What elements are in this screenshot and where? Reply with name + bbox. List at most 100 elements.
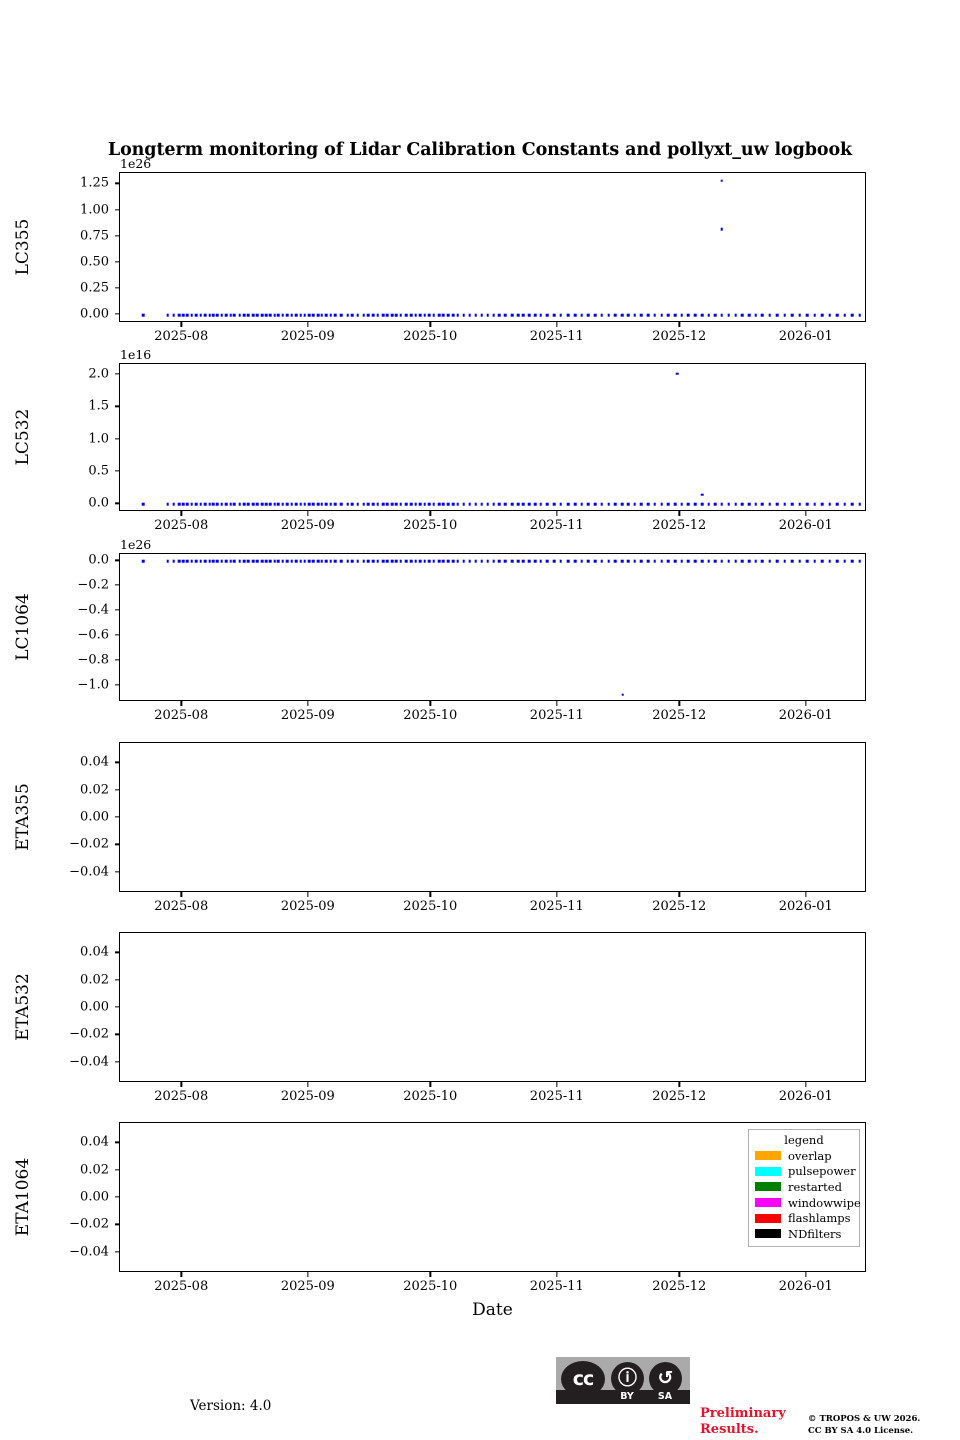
y-tick-mark (114, 405, 119, 407)
data-point (707, 502, 710, 506)
copyright-notice: © TROPOS & UW 2026. CC BY SA 4.0 License… (808, 1414, 920, 1437)
data-point (516, 559, 520, 563)
data-point (534, 559, 537, 563)
data-point (835, 559, 839, 563)
data-point (423, 313, 427, 317)
data-point (528, 559, 531, 563)
x-tick-label: 2025-11 (529, 1279, 584, 1294)
x-tick-mark (678, 511, 680, 516)
data-point (486, 502, 489, 506)
data-point (316, 313, 320, 317)
data-point (626, 313, 630, 317)
data-point (141, 502, 145, 506)
data-point (303, 313, 306, 317)
data-point (432, 313, 436, 317)
x-tick-mark (556, 1082, 558, 1087)
legend-item-ndfilters: NDfilters (755, 1226, 853, 1242)
x-tick-mark (180, 1082, 182, 1087)
data-point (141, 313, 145, 317)
data-point (386, 313, 389, 317)
data-point (316, 502, 320, 506)
y-tick-label: 0.02 (80, 972, 109, 988)
x-tick-mark (678, 701, 680, 706)
data-point (660, 502, 663, 506)
data-point (462, 502, 465, 506)
data-point (573, 313, 577, 317)
y-tick-label: −0.02 (69, 836, 109, 852)
data-point (613, 313, 617, 317)
data-point (203, 313, 207, 317)
x-tick-label: 2025-10 (403, 899, 458, 914)
x-tick-label: 2025-11 (529, 899, 584, 914)
y-tick-mark (114, 1196, 119, 1198)
legend-item-pulsepower: pulsepower (755, 1164, 856, 1180)
data-point (646, 502, 650, 506)
data-point (835, 502, 839, 506)
legend-label: flashlamps (788, 1211, 851, 1226)
data-point (828, 313, 831, 317)
y-tick-label: −0.02 (69, 1216, 109, 1232)
data-point (498, 559, 501, 563)
data-point (587, 559, 590, 563)
data-point (356, 313, 359, 317)
data-point (177, 559, 181, 563)
data-point (212, 502, 215, 506)
data-point (427, 313, 431, 317)
x-tick-mark (805, 1082, 807, 1087)
x-tick-mark (307, 1082, 309, 1087)
data-point (172, 502, 176, 506)
data-point (740, 313, 744, 317)
data-point (371, 313, 375, 317)
data-point (791, 559, 794, 563)
x-tick-mark (678, 1082, 680, 1087)
data-point (329, 313, 332, 317)
data-point (247, 502, 250, 506)
legend-item-restarted: restarted (755, 1179, 853, 1195)
data-point (414, 559, 418, 563)
data-point (386, 502, 389, 506)
subplot-eta355 (119, 742, 866, 892)
legend-swatch-windowwipe (755, 1198, 781, 1208)
cc-badge-labels: BY SA (556, 1390, 690, 1404)
data-point (437, 559, 441, 563)
data-point (260, 502, 264, 506)
data-point-outlier (621, 693, 625, 696)
data-point (700, 502, 704, 506)
x-tick-label: 2025-10 (403, 1279, 458, 1294)
data-point (600, 502, 604, 506)
data-point (229, 313, 232, 317)
data-point (215, 502, 219, 506)
data-point (552, 313, 556, 317)
data-point (559, 313, 563, 317)
cc-sa-label: SA (657, 1391, 673, 1402)
data-point (498, 313, 501, 317)
data-point-outlier (700, 493, 704, 496)
data-point (265, 559, 268, 563)
data-point (371, 559, 375, 563)
y-tick-label: 2.0 (88, 366, 109, 382)
legend-item-flashlamps: flashlamps (755, 1210, 853, 1226)
data-point (593, 502, 597, 506)
x-tick-mark (678, 1272, 680, 1277)
x-axis-label: Date (472, 1300, 513, 1320)
data-point (474, 502, 477, 506)
data-point (299, 502, 303, 506)
data-point (727, 313, 731, 317)
data-point (251, 502, 255, 506)
data-point (587, 502, 590, 506)
y-axis-offset-text: 1e26 (120, 537, 152, 552)
data-point (768, 313, 772, 317)
data-point (194, 502, 198, 506)
data-point (653, 502, 657, 506)
data-point (626, 502, 630, 506)
cc-by-label: BY (620, 1391, 634, 1402)
data-point (545, 559, 549, 563)
data-point (356, 502, 359, 506)
x-tick-mark (805, 701, 807, 706)
data-point (600, 313, 604, 317)
y-tick-label: −0.4 (77, 602, 109, 618)
legend-label: pulsepower (788, 1164, 856, 1179)
data-point (281, 502, 285, 506)
data-point (633, 559, 636, 563)
